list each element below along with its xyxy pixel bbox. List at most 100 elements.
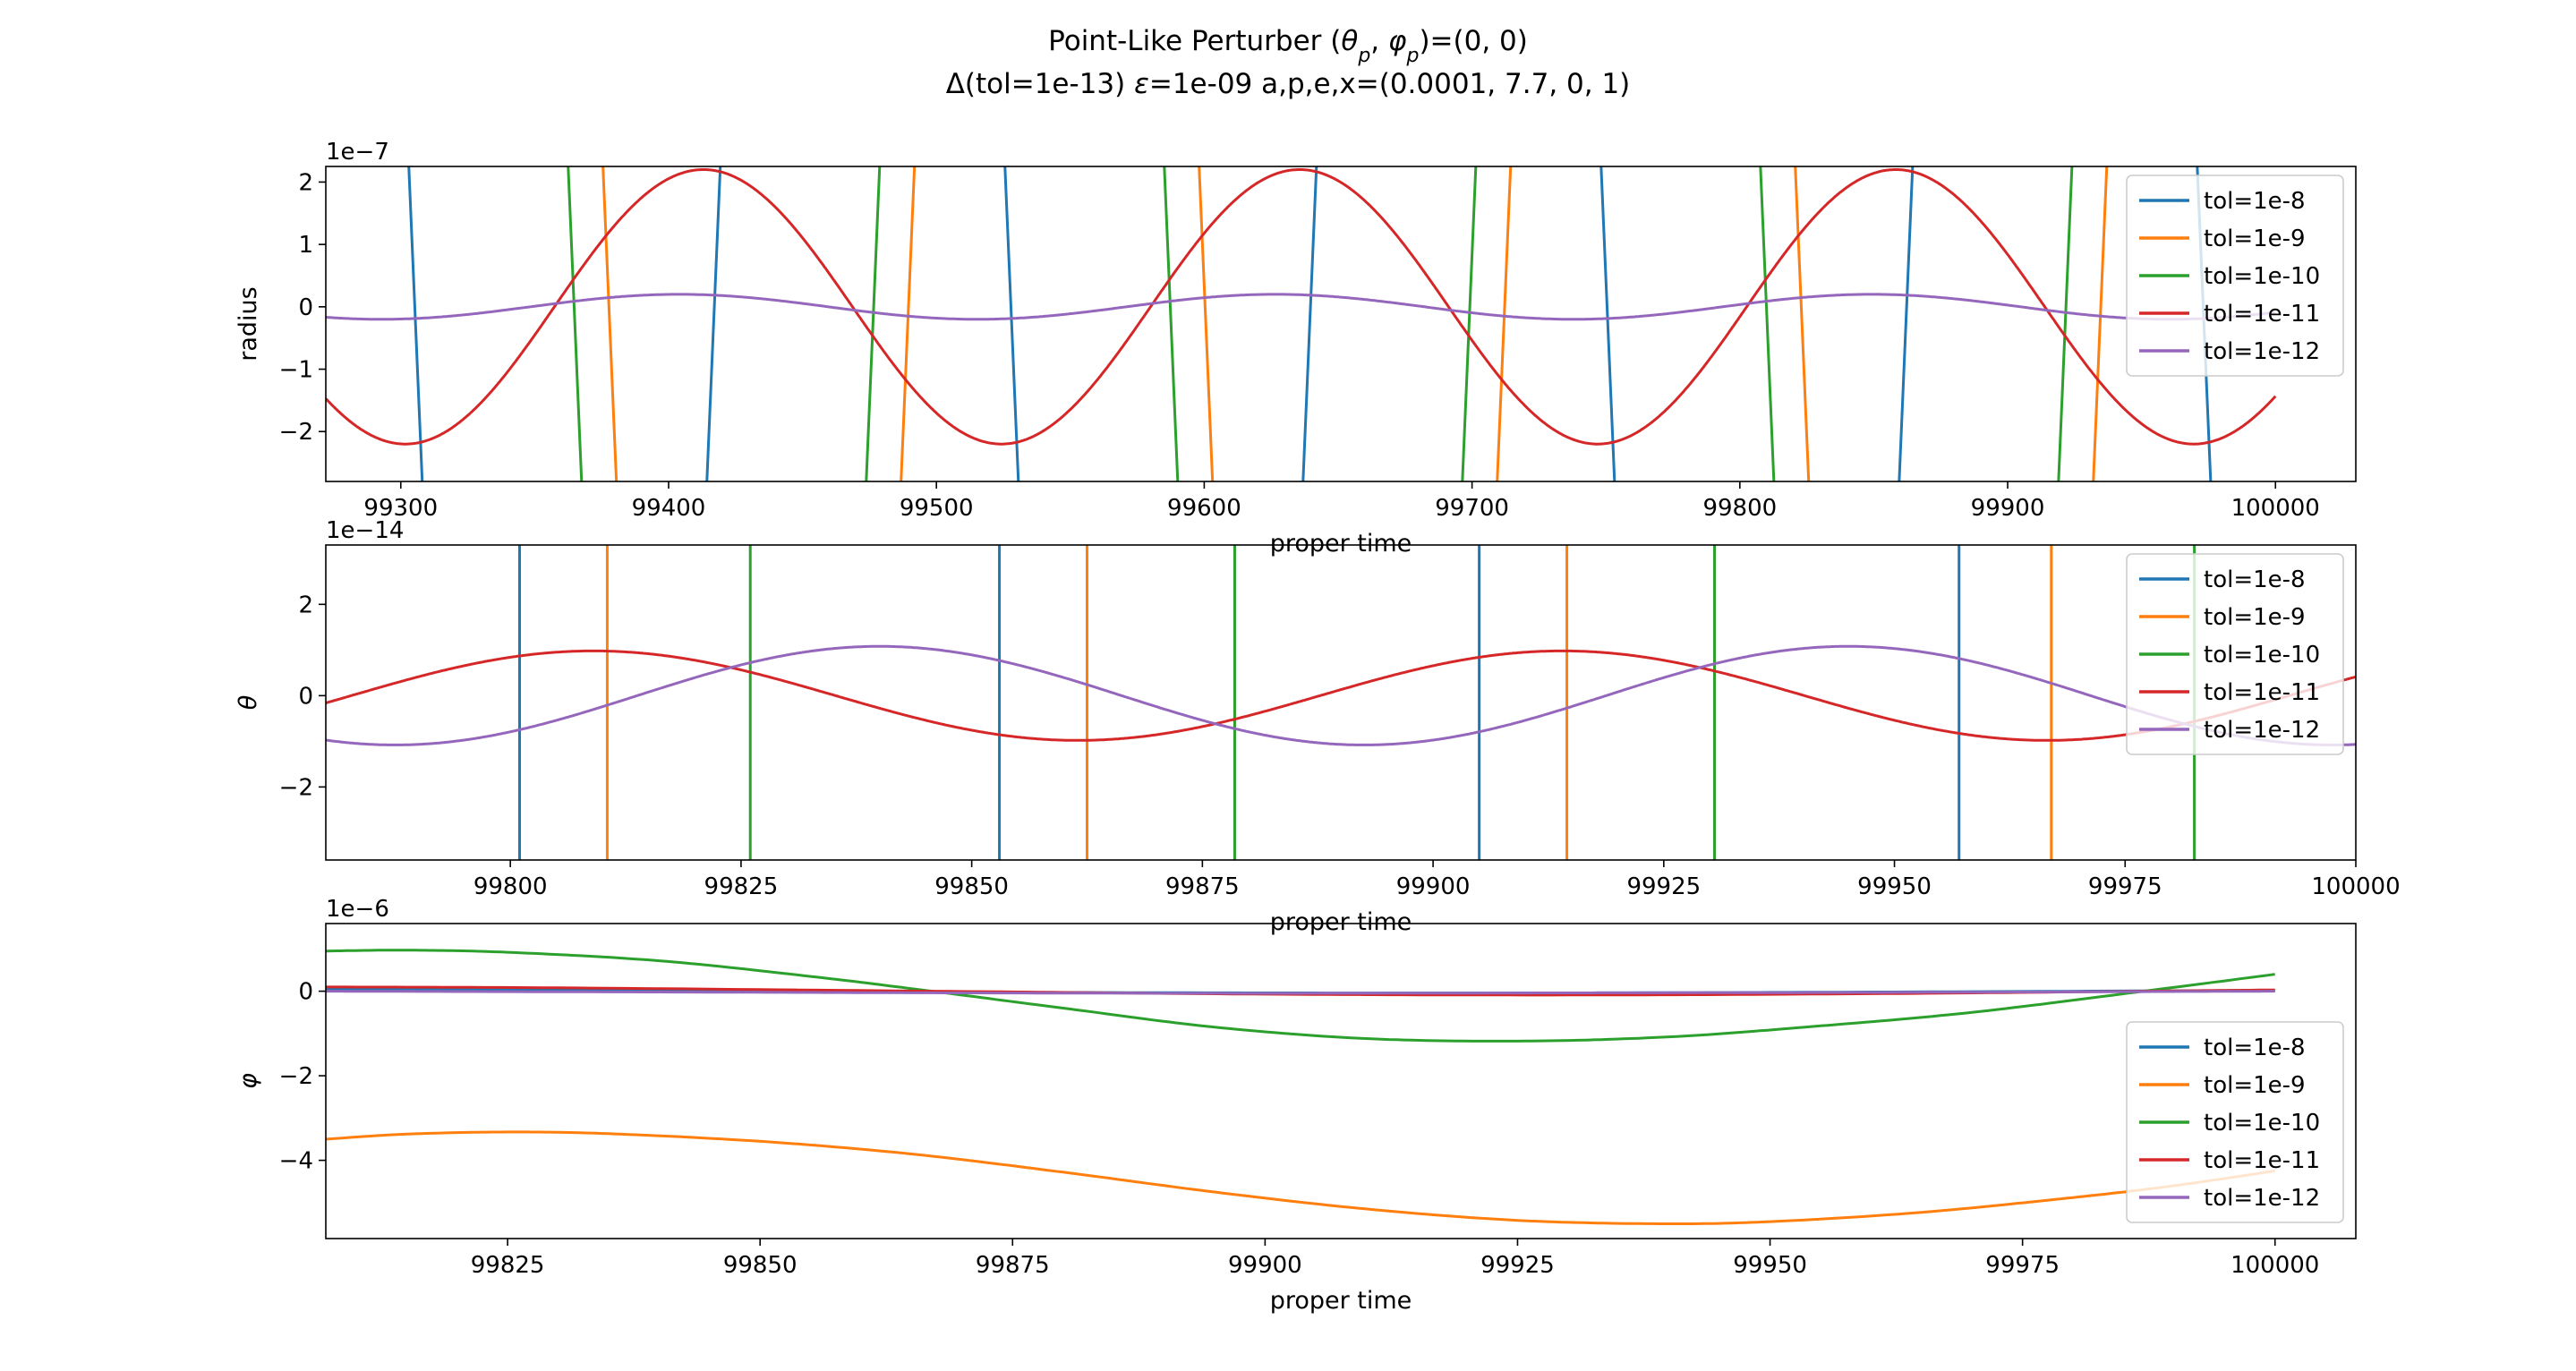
axes-frame — [325, 166, 2357, 482]
series-segment-1-6 — [1003, 166, 1020, 481]
x-tick-label-2: 99400 — [632, 495, 706, 522]
x-tick-label-8: 100000 — [2231, 495, 2320, 522]
y-offset-text: 1e−14 — [326, 517, 404, 544]
x-tick-label-2: 99850 — [723, 1252, 798, 1279]
series-segment-3-9 — [2057, 166, 2074, 481]
x-tick-label-4: 99600 — [1167, 495, 1241, 522]
x-tick-label-4: 99900 — [1228, 1252, 1302, 1279]
legend-entry-5: tol=1e-12 — [2204, 717, 2320, 744]
plot-area — [4, 104, 2512, 543]
y-axis-label: radius — [235, 286, 262, 361]
y-tick-label-5: 2 — [298, 169, 313, 196]
legend-entry-1: tol=1e-8 — [2204, 188, 2306, 215]
series-segment-3-7 — [1461, 166, 1478, 481]
series-segment-3-3 — [268, 104, 286, 543]
legend: tol=1e-8 tol=1e-9 tol=1e-10 tol=1e-11 tol=1e… — [2126, 553, 2344, 755]
subplot-3: 99825 99850 99875 99900 99925 99950 99975 10000… — [235, 896, 2357, 1315]
y-tick-label-1: −4 — [279, 1148, 313, 1175]
legend-entry-3: tol=1e-10 — [2204, 642, 2320, 668]
legend-entry-4: tol=1e-11 — [2204, 1147, 2320, 1174]
series-segment-3-10 — [2355, 166, 2356, 180]
x-tick-label-6: 99800 — [1702, 495, 1777, 522]
series-line-2 — [326, 1130, 2275, 1225]
y-tick-label-3: 0 — [298, 979, 313, 1006]
y-tick-label-3: 0 — [298, 294, 313, 321]
legend: tol=1e-8 tol=1e-9 tol=1e-10 tol=1e-11 tol=1e… — [2126, 1021, 2344, 1223]
figure-title-line-1: Point-Like Perturber (θp, φp)=(0, 0) — [1048, 25, 1528, 67]
series-segment-3-6 — [1163, 166, 1180, 481]
legend-entry-1: tol=1e-8 — [2204, 1035, 2306, 1061]
y-axis-label: θ — [235, 695, 262, 711]
series-segment-2-2 — [4, 104, 23, 543]
legend-entry-4: tol=1e-11 — [2204, 679, 2320, 706]
y-tick-label-1: −2 — [279, 419, 313, 446]
series-segment-1-7 — [1301, 166, 1318, 481]
series-segment-2-4 — [601, 166, 618, 481]
legend-entry-3: tol=1e-10 — [2204, 1110, 2320, 1137]
legend-entry-5: tol=1e-12 — [2204, 338, 2320, 365]
x-tick-label-3: 99875 — [976, 1252, 1050, 1279]
series-segment-2-6 — [1198, 166, 1215, 481]
series-line-5 — [326, 293, 2276, 321]
x-tick-label-8: 99975 — [2088, 873, 2162, 900]
subplot-1: 99300 99400 99500 99600 99700 99800 99900 10000… — [4, 104, 2512, 558]
x-tick-label-4: 99875 — [1165, 873, 1240, 900]
series-segment-1-8 — [1599, 166, 1616, 481]
series-line-4 — [326, 168, 2277, 446]
series-segment-1-3 — [108, 104, 127, 543]
series-segment-1-5 — [705, 166, 722, 481]
x-tick-label-5: 99900 — [1396, 873, 1471, 900]
x-axis-label: proper time — [1270, 1287, 1412, 1315]
series-segment-2-8 — [1794, 166, 1811, 481]
series-line-5 — [326, 990, 2275, 995]
plot-area — [326, 949, 2275, 1225]
x-tick-label-5: 99925 — [1480, 1252, 1555, 1279]
x-tick-label-3: 99500 — [900, 495, 974, 522]
x-tick-label-6: 99925 — [1626, 873, 1701, 900]
y-offset-text: 1e−6 — [326, 896, 389, 923]
legend-entry-2: tol=1e-9 — [2204, 604, 2306, 631]
x-tick-label-5: 99700 — [1435, 495, 1509, 522]
x-tick-label-3: 99850 — [934, 873, 1009, 900]
series-line-5 — [326, 644, 2356, 746]
subplots: 99300 99400 99500 99600 99700 99800 99900 10000… — [4, 104, 2512, 1315]
series-segment-3-8 — [1759, 166, 1776, 481]
legend-entry-2: tol=1e-9 — [2204, 226, 2306, 252]
legend-entry-3: tol=1e-10 — [2204, 263, 2320, 290]
x-tick-label-1: 99825 — [471, 1252, 545, 1279]
series-segment-2-9 — [2092, 166, 2109, 481]
legend-entry-1: tol=1e-8 — [2204, 566, 2306, 593]
axes-frame — [325, 544, 2357, 861]
series-segment-1-11 — [2493, 104, 2512, 543]
series-line-3 — [326, 949, 2275, 1043]
y-offset-text: 1e−7 — [326, 139, 389, 166]
series-segment-2-7 — [1496, 166, 1513, 481]
series-segment-2-10 — [2389, 104, 2408, 543]
y-tick-label-1: −2 — [279, 774, 313, 801]
x-tick-label-8: 100000 — [2231, 1252, 2319, 1279]
y-tick-label-4: 1 — [298, 232, 313, 259]
y-tick-label-2: −2 — [279, 1063, 313, 1090]
legend-entry-4: tol=1e-11 — [2204, 301, 2320, 328]
series-segment-1-9 — [1898, 166, 1915, 481]
axes-frame — [325, 923, 2357, 1239]
x-tick-label-2: 99825 — [704, 873, 779, 900]
series-segment-1-4 — [407, 166, 424, 481]
subplot-2: 99800 99825 99850 99875 99900 99925 99950 99975… — [235, 517, 2401, 936]
y-tick-label-3: 2 — [298, 592, 313, 618]
series-line-4 — [326, 649, 2356, 742]
y-tick-label-2: −1 — [279, 357, 313, 384]
x-axis-label: proper time — [1270, 530, 1412, 558]
series-segment-3-4 — [567, 166, 584, 481]
x-axis-label: proper time — [1270, 908, 1412, 936]
plot-area — [326, 545, 2356, 860]
x-tick-label-9: 100000 — [2311, 873, 2400, 900]
x-tick-label-1: 99800 — [473, 873, 548, 900]
x-tick-label-1: 99300 — [363, 495, 438, 522]
legend: tol=1e-8 tol=1e-9 tol=1e-10 tol=1e-11 tol=1e… — [2126, 175, 2344, 377]
x-tick-label-6: 99950 — [1733, 1252, 1807, 1279]
x-tick-label-7: 99975 — [1985, 1252, 2060, 1279]
y-tick-label-2: 0 — [298, 683, 313, 710]
series-segment-2-5 — [900, 166, 917, 481]
